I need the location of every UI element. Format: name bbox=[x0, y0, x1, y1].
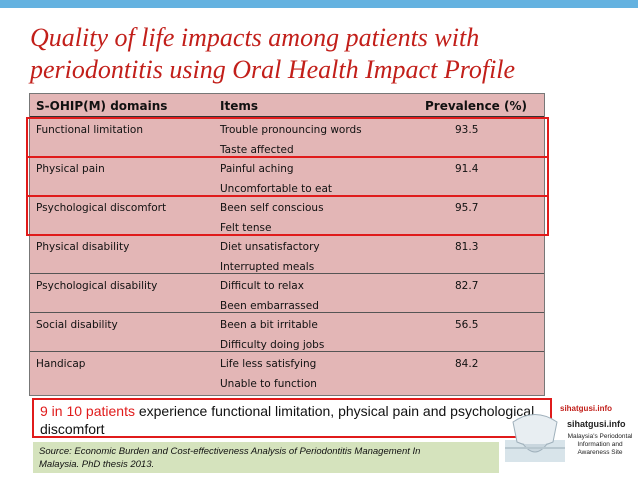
tooth-gum-icon bbox=[505, 414, 565, 462]
item-cell: Interrupted meals bbox=[220, 261, 315, 273]
callout-highlight: 9 in 10 patients bbox=[40, 403, 135, 419]
domain-cell: Social disability bbox=[36, 319, 118, 331]
domain-cell: Physical disability bbox=[36, 241, 130, 253]
item-cell: Been embarrassed bbox=[220, 300, 319, 312]
item-cell: Life less satisfying bbox=[220, 358, 317, 370]
domain-cell: Handicap bbox=[36, 358, 86, 370]
prevalence-cell: 82.7 bbox=[455, 280, 479, 292]
prevalence-cell: 56.5 bbox=[455, 319, 479, 331]
domain-cell: Functional limitation bbox=[36, 124, 143, 136]
highlight-psychological-discomfort bbox=[26, 195, 549, 236]
item-cell: Difficult to relax bbox=[220, 280, 304, 292]
source-line-2: Malaysia. PhD thesis 2013. bbox=[39, 459, 155, 470]
table-row: Physical disability Diet unsatisfactory … bbox=[30, 235, 544, 274]
table-row: Psychological disability Difficult to re… bbox=[30, 274, 544, 313]
prevalence-cell: 91.4 bbox=[455, 163, 479, 175]
logo-description: Malaysia's Periodontal Information and A… bbox=[567, 433, 633, 456]
callout-text: experience functional limitation, physic… bbox=[40, 403, 535, 437]
prevalence-cell: 95.7 bbox=[455, 202, 479, 214]
item-cell: Felt tense bbox=[220, 222, 272, 234]
logo-url-large: sihatgusi.info bbox=[567, 419, 626, 429]
domain-cell: Physical pain bbox=[36, 163, 105, 175]
item-cell: Trouble pronouncing words bbox=[220, 124, 362, 136]
header-prevalence: Prevalence (%) bbox=[425, 99, 527, 113]
highlight-functional-limitation bbox=[26, 117, 549, 158]
table-row: Social disability Been a bit irritable D… bbox=[30, 313, 544, 352]
table-header: S-OHIP(M) domains Items Prevalence (%) bbox=[30, 94, 544, 118]
title-line-1: Quality of life impacts among patients w… bbox=[30, 23, 480, 52]
table-row: Handicap Life less satisfying Unable to … bbox=[30, 352, 544, 391]
item-cell: Been self conscious bbox=[220, 202, 324, 214]
prevalence-cell: 93.5 bbox=[455, 124, 479, 136]
header-domains: S-OHIP(M) domains bbox=[36, 99, 168, 113]
prevalence-cell: 84.2 bbox=[455, 358, 479, 370]
item-cell: Unable to function bbox=[220, 378, 317, 390]
logo-url-small: sihatgusi.info bbox=[560, 404, 612, 413]
item-cell: Been a bit irritable bbox=[220, 319, 318, 331]
domain-cell: Psychological disability bbox=[36, 280, 158, 292]
domain-cell: Psychological discomfort bbox=[36, 202, 167, 214]
item-cell: Difficulty doing jobs bbox=[220, 339, 325, 351]
prevalence-cell: 81.3 bbox=[455, 241, 479, 253]
header-items: Items bbox=[220, 99, 258, 113]
source-citation: Source: Economic Burden and Cost-effecti… bbox=[33, 442, 499, 473]
slide-title: Quality of life impacts among patients w… bbox=[30, 22, 630, 86]
highlight-physical-pain bbox=[26, 156, 549, 197]
key-finding-callout: 9 in 10 patients experience functional l… bbox=[32, 398, 552, 438]
top-accent-bar bbox=[0, 0, 638, 8]
ohip-table: S-OHIP(M) domains Items Prevalence (%) F… bbox=[29, 93, 545, 396]
item-cell: Painful aching bbox=[220, 163, 294, 175]
item-cell: Taste affected bbox=[220, 144, 294, 156]
item-cell: Diet unsatisfactory bbox=[220, 241, 320, 253]
sihatgusi-logo: sihatgusi.info sihatgusi.info Malaysia's… bbox=[505, 392, 635, 477]
item-cell: Uncomfortable to eat bbox=[220, 183, 333, 195]
source-line-1: Source: Economic Burden and Cost-effecti… bbox=[39, 446, 421, 457]
title-line-2: periodontitis using Oral Health Impact P… bbox=[30, 55, 516, 84]
table-row: Psychological discomfort Been self consc… bbox=[30, 196, 544, 235]
